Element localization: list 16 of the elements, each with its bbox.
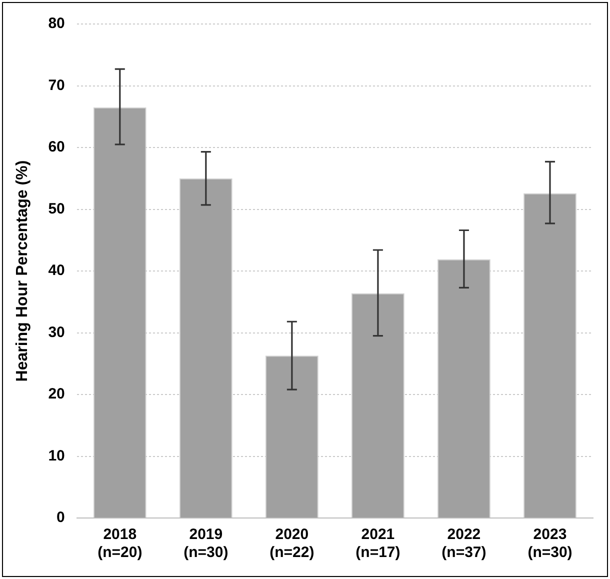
- y-axis-title: Hearing Hour Percentage (%): [14, 160, 32, 382]
- y-tick-label: 20: [48, 386, 65, 403]
- y-tick-label: 60: [48, 138, 65, 156]
- x-tick-label: 2018 (n=20): [98, 526, 142, 562]
- y-tick-label: 50: [48, 200, 65, 218]
- y-tick-label: 0: [56, 509, 65, 526]
- x-tick-label: 2019 (n=30): [184, 526, 228, 562]
- y-tick-label: 80: [48, 15, 65, 32]
- x-tick-label: 2021 (n=17): [356, 526, 400, 562]
- y-tick-label: 70: [48, 76, 65, 94]
- y-tick-label: 30: [48, 324, 65, 341]
- x-tick-label: 2023 (n=30): [528, 526, 572, 562]
- y-tick-label: 10: [48, 447, 65, 464]
- x-tick-label: 2020 (n=22): [270, 526, 314, 562]
- x-tick-label: 2022 (n=37): [442, 526, 486, 562]
- y-tick-label: 40: [48, 262, 65, 280]
